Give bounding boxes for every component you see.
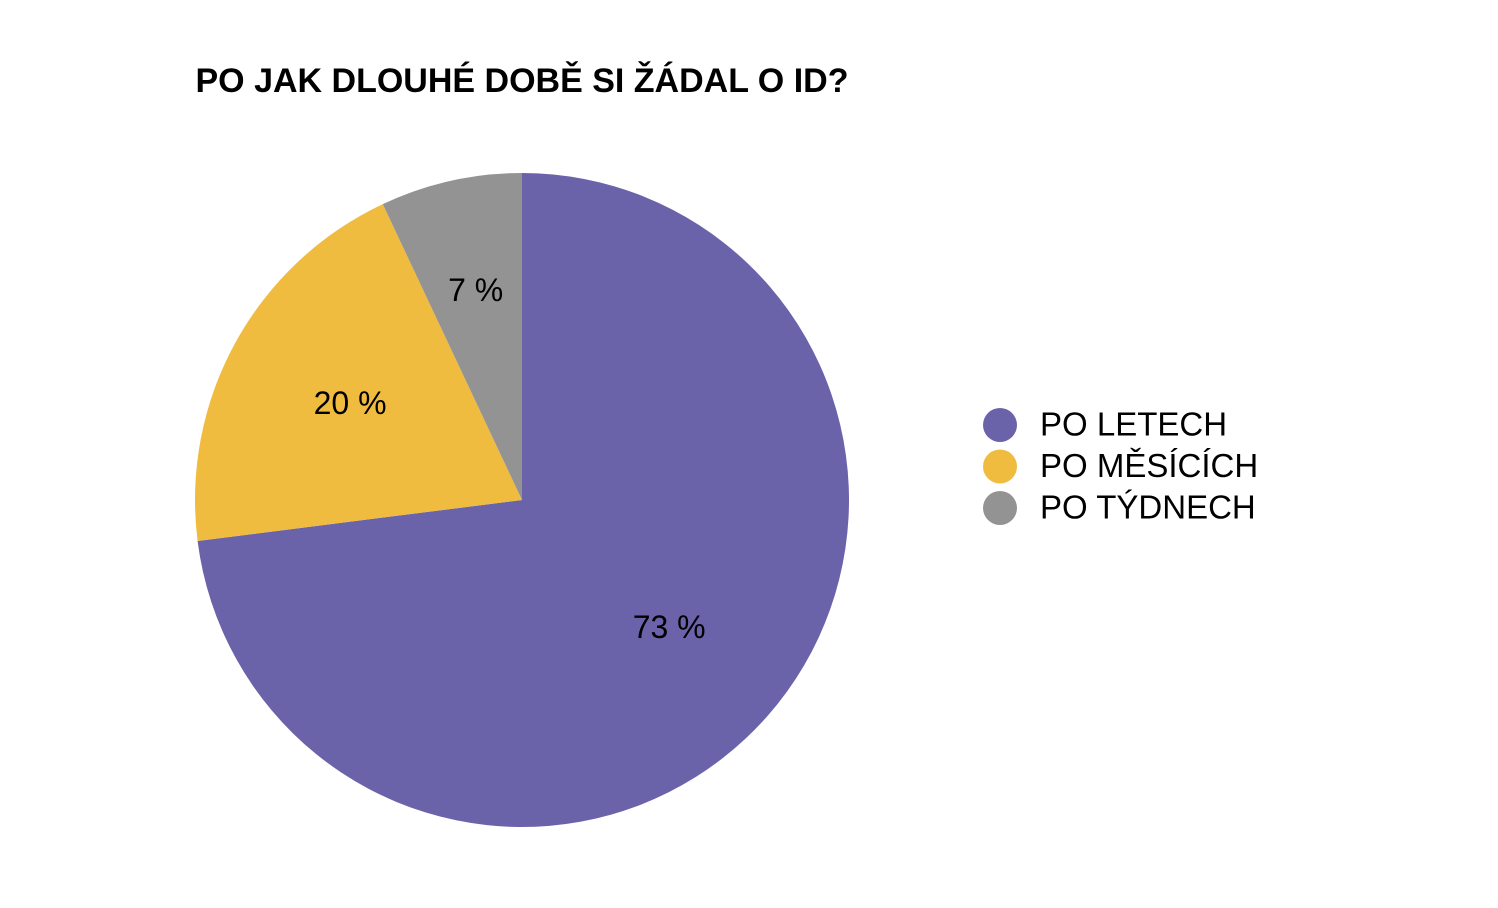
pie-slice: [197, 173, 849, 827]
chart-title: PO JAK DLOUHÉ DOBĚ SI ŽÁDAL O ID?: [195, 62, 849, 100]
legend-marker: [983, 449, 1017, 484]
legend-marker: [983, 408, 1017, 442]
data-label: 7 %: [448, 272, 503, 308]
legend-marker: [983, 491, 1017, 525]
data-label: 73 %: [633, 609, 706, 645]
legend-label: PO LETECH: [1040, 406, 1227, 443]
pie-slice: [195, 204, 522, 541]
legend-label: PO TÝDNECH: [1040, 489, 1256, 526]
data-label: 20 %: [314, 385, 387, 421]
pie-slice: [382, 173, 522, 500]
legend-label: PO MĚSÍCÍCH: [1040, 447, 1258, 484]
